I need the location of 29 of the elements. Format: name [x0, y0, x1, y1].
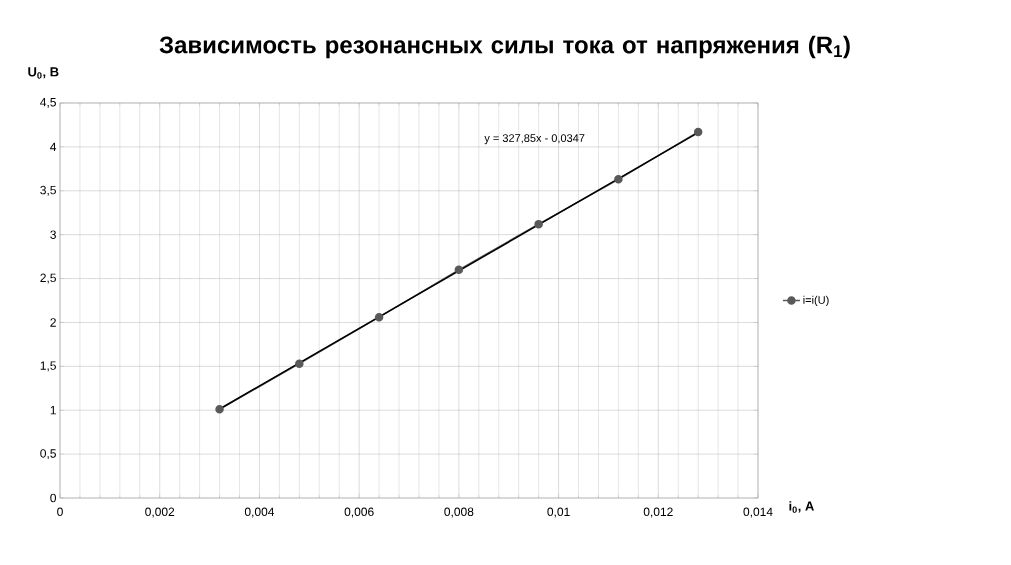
- y-axis-title: U$_{0}$, В: [28, 67, 59, 79]
- y-tick-label: 0,5: [40, 449, 56, 460]
- x-tick-label: 0,01: [547, 507, 570, 518]
- x-tick-label: 0,006: [344, 507, 374, 518]
- point: [614, 175, 623, 184]
- x-tick-label: 0,002: [145, 507, 175, 518]
- y-tick-label: 3,5: [40, 185, 56, 196]
- chart-title: Зависимость резонансных силы тока от напряжения (R$_{1}$): [159, 35, 850, 59]
- x-tick-label: 0,012: [643, 507, 673, 518]
- y-tick-label: 2: [50, 318, 56, 327]
- x-tick-label: 0,008: [444, 507, 474, 518]
- point: [534, 219, 543, 229]
- y-tick-label: 3: [50, 230, 56, 239]
- point: [693, 127, 703, 137]
- point: [215, 405, 224, 414]
- y-tick-label: 2,5: [40, 273, 56, 284]
- x-tick-label: 0,004: [244, 507, 275, 518]
- annotation: y = 327,85x - 0,0347: [484, 134, 585, 145]
- x-tick-label: 0,014: [743, 507, 773, 518]
- y-tick-label: 4,5: [40, 98, 56, 108]
- x-axis-title: i$_{0}$, А: [789, 501, 814, 513]
- point: [295, 359, 304, 368]
- y-tick-label: 1: [50, 406, 56, 415]
- y-tick-label: 4: [50, 142, 57, 152]
- y-tick-label: 1,5: [40, 361, 56, 372]
- legend-label: i=i(U): [803, 295, 829, 307]
- point: [374, 312, 384, 322]
- y-tick-label: 0: [50, 493, 57, 503]
- point: [454, 265, 464, 275]
